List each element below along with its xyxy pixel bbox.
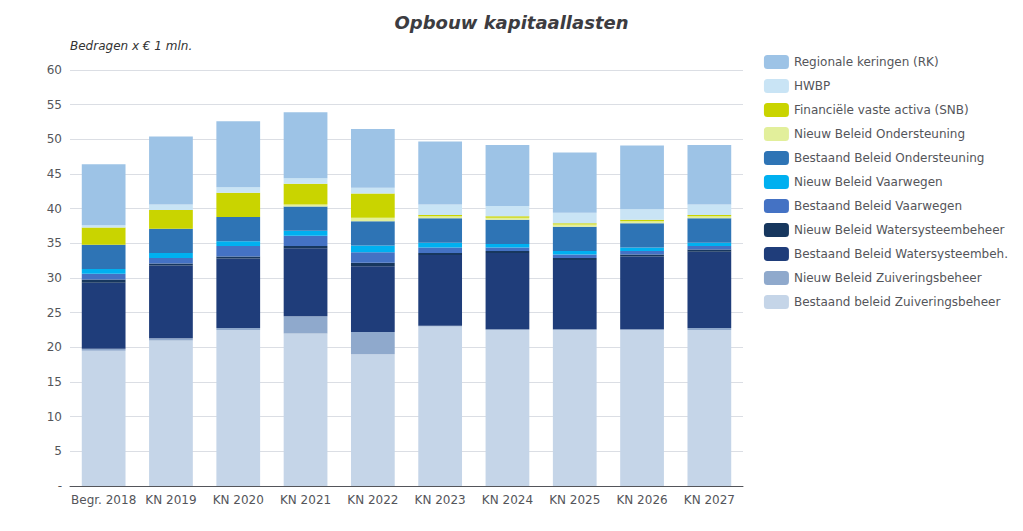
svg-text:KN 2022: KN 2022 <box>347 493 398 507</box>
svg-text:KN 2021: KN 2021 <box>280 493 331 507</box>
svg-text:Opbouw kapitaallasten: Opbouw kapitaallasten <box>394 12 628 33</box>
svg-text:20: 20 <box>47 340 62 354</box>
svg-text:45: 45 <box>47 167 62 181</box>
svg-text:60: 60 <box>47 63 62 77</box>
svg-text:Nieuw Beleid Watersysteembehee: Nieuw Beleid Watersysteembeheer <box>794 223 1005 237</box>
svg-text:Nieuw Beleid Zuiveringsbeheer: Nieuw Beleid Zuiveringsbeheer <box>794 271 982 285</box>
svg-text:Nieuw Beleid Ondersteuning: Nieuw Beleid Ondersteuning <box>794 127 965 141</box>
svg-text:50: 50 <box>47 132 62 146</box>
svg-text:KN 2027: KN 2027 <box>684 493 735 507</box>
svg-text:KN 2024: KN 2024 <box>482 493 533 507</box>
svg-text:KN 2025: KN 2025 <box>549 493 600 507</box>
svg-text:KN 2023: KN 2023 <box>415 493 466 507</box>
svg-text:-: - <box>58 479 62 493</box>
svg-text:40: 40 <box>47 202 62 216</box>
svg-text:Bestaand beleid Zuiveringsbehe: Bestaand beleid Zuiveringsbeheer <box>794 295 1001 309</box>
svg-text:55: 55 <box>47 98 62 112</box>
svg-text:KN 2019: KN 2019 <box>145 493 196 507</box>
svg-text:Bedragen x € 1 mln.: Bedragen x € 1 mln. <box>70 39 192 53</box>
svg-text:25: 25 <box>47 306 62 320</box>
svg-text:15: 15 <box>47 375 62 389</box>
svg-text:KN 2026: KN 2026 <box>616 493 667 507</box>
svg-text:35: 35 <box>47 236 62 250</box>
svg-text:Nieuw Beleid Vaarwegen: Nieuw Beleid Vaarwegen <box>794 175 943 189</box>
svg-text:Regionale keringen (RK): Regionale keringen (RK) <box>794 55 939 69</box>
svg-text:Financiële vaste activa (SNB): Financiële vaste activa (SNB) <box>794 103 969 117</box>
svg-text:Begr. 2018: Begr. 2018 <box>71 493 136 507</box>
svg-text:Bestaand Beleid Watersysteembe: Bestaand Beleid Watersysteembeh. <box>794 247 1008 261</box>
svg-text:KN 2020: KN 2020 <box>213 493 264 507</box>
svg-text:5: 5 <box>54 444 62 458</box>
svg-text:30: 30 <box>47 271 62 285</box>
svg-text:Bestaand Beleid Vaarwegen: Bestaand Beleid Vaarwegen <box>794 199 962 213</box>
svg-text:10: 10 <box>47 410 62 424</box>
svg-text:HWBP: HWBP <box>794 79 830 93</box>
svg-text:Bestaand Beleid Ondersteuning: Bestaand Beleid Ondersteuning <box>794 151 985 165</box>
